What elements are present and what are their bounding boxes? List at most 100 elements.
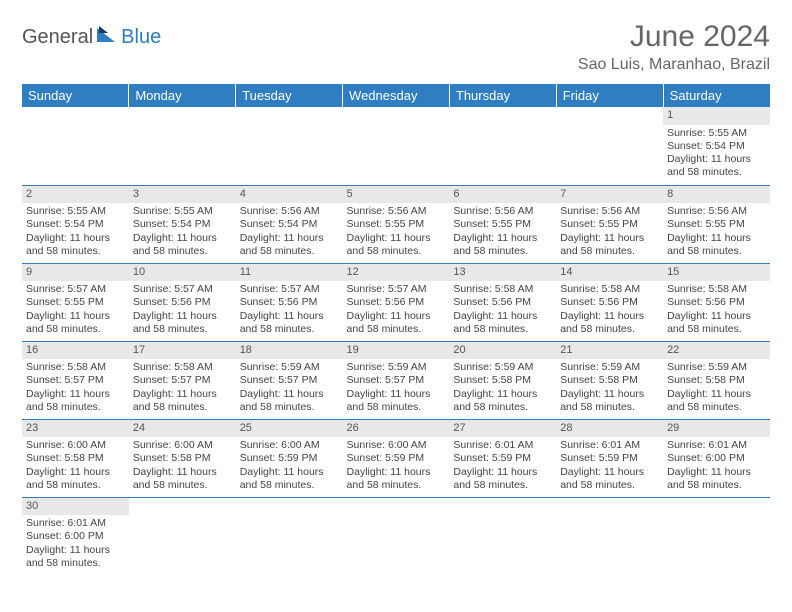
calendar-cell: 4Sunrise: 5:56 AMSunset: 5:54 PMDaylight… [236, 185, 343, 263]
sunset-text: Sunset: 5:58 PM [26, 452, 125, 465]
day-number: 4 [236, 186, 343, 204]
daylight-text: Daylight: 11 hours and 58 minutes. [667, 310, 766, 336]
day-content: Sunrise: 5:59 AMSunset: 5:58 PMDaylight:… [556, 359, 663, 417]
sunset-text: Sunset: 5:59 PM [560, 452, 659, 465]
sunrise-text: Sunrise: 5:56 AM [347, 205, 446, 218]
sunrise-text: Sunrise: 6:00 AM [26, 439, 125, 452]
sunrise-text: Sunrise: 6:00 AM [347, 439, 446, 452]
day-content: Sunrise: 5:55 AMSunset: 5:54 PMDaylight:… [22, 203, 129, 261]
sunrise-text: Sunrise: 5:58 AM [453, 283, 552, 296]
calendar-cell: 11Sunrise: 5:57 AMSunset: 5:56 PMDayligh… [236, 263, 343, 341]
weekday-header: Monday [129, 84, 236, 107]
daylight-text: Daylight: 11 hours and 58 minutes. [453, 310, 552, 336]
daylight-text: Daylight: 11 hours and 58 minutes. [240, 232, 339, 258]
calendar-cell [236, 107, 343, 185]
sunset-text: Sunset: 5:59 PM [453, 452, 552, 465]
sunrise-text: Sunrise: 6:01 AM [667, 439, 766, 452]
calendar-week: 2Sunrise: 5:55 AMSunset: 5:54 PMDaylight… [22, 185, 770, 263]
daylight-text: Daylight: 11 hours and 58 minutes. [26, 466, 125, 492]
calendar-cell: 29Sunrise: 6:01 AMSunset: 6:00 PMDayligh… [663, 419, 770, 497]
day-number: 10 [129, 264, 236, 282]
daylight-text: Daylight: 11 hours and 58 minutes. [26, 232, 125, 258]
daylight-text: Daylight: 11 hours and 58 minutes. [667, 232, 766, 258]
daylight-text: Daylight: 11 hours and 58 minutes. [453, 388, 552, 414]
day-content: Sunrise: 5:57 AMSunset: 5:55 PMDaylight:… [22, 281, 129, 339]
calendar-cell: 22Sunrise: 5:59 AMSunset: 5:58 PMDayligh… [663, 341, 770, 419]
sunset-text: Sunset: 5:55 PM [26, 296, 125, 309]
calendar-cell [556, 497, 663, 575]
calendar-week: 16Sunrise: 5:58 AMSunset: 5:57 PMDayligh… [22, 341, 770, 419]
daylight-text: Daylight: 11 hours and 58 minutes. [347, 310, 446, 336]
daylight-text: Daylight: 11 hours and 58 minutes. [133, 388, 232, 414]
daylight-text: Daylight: 11 hours and 58 minutes. [453, 232, 552, 258]
sunset-text: Sunset: 5:59 PM [347, 452, 446, 465]
daylight-text: Daylight: 11 hours and 58 minutes. [560, 388, 659, 414]
day-content: Sunrise: 5:57 AMSunset: 5:56 PMDaylight:… [343, 281, 450, 339]
calendar-cell [22, 107, 129, 185]
day-content: Sunrise: 5:58 AMSunset: 5:56 PMDaylight:… [663, 281, 770, 339]
daylight-text: Daylight: 11 hours and 58 minutes. [347, 232, 446, 258]
sunrise-text: Sunrise: 5:55 AM [667, 127, 766, 140]
day-number: 1 [663, 107, 770, 125]
month-title: June 2024 [578, 20, 770, 54]
sunset-text: Sunset: 5:57 PM [240, 374, 339, 387]
calendar-cell: 9Sunrise: 5:57 AMSunset: 5:55 PMDaylight… [22, 263, 129, 341]
calendar-cell: 26Sunrise: 6:00 AMSunset: 5:59 PMDayligh… [343, 419, 450, 497]
sunrise-text: Sunrise: 5:59 AM [347, 361, 446, 374]
day-number: 24 [129, 420, 236, 438]
day-number: 27 [449, 420, 556, 438]
calendar-week: 1 Sunrise: 5:55 AMSunset: 5:54 PMDaylight… [22, 107, 770, 185]
day-content: Sunrise: 5:58 AMSunset: 5:57 PMDaylight:… [22, 359, 129, 417]
daylight-text: Daylight: 11 hours and 58 minutes. [240, 388, 339, 414]
sunset-text: Sunset: 5:55 PM [453, 218, 552, 231]
day-content: Sunrise: 5:56 AMSunset: 5:54 PMDaylight:… [236, 203, 343, 261]
daylight-text: Daylight: 11 hours and 58 minutes. [667, 466, 766, 492]
day-number: 28 [556, 420, 663, 438]
day-content: Sunrise: 5:56 AMSunset: 5:55 PMDaylight:… [556, 203, 663, 261]
calendar-cell [129, 497, 236, 575]
day-content: Sunrise: 6:00 AMSunset: 5:58 PMDaylight:… [129, 437, 236, 495]
sunset-text: Sunset: 5:58 PM [453, 374, 552, 387]
day-content: Sunrise: 5:59 AMSunset: 5:57 PMDaylight:… [343, 359, 450, 417]
sunrise-text: Sunrise: 5:57 AM [347, 283, 446, 296]
daylight-text: Daylight: 11 hours and 58 minutes. [667, 153, 766, 179]
sunset-text: Sunset: 5:59 PM [240, 452, 339, 465]
calendar-cell: 20Sunrise: 5:59 AMSunset: 5:58 PMDayligh… [449, 341, 556, 419]
daylight-text: Daylight: 11 hours and 58 minutes. [560, 466, 659, 492]
weekday-header: Wednesday [343, 84, 450, 107]
day-content: Sunrise: 5:58 AMSunset: 5:56 PMDaylight:… [449, 281, 556, 339]
sunrise-text: Sunrise: 5:58 AM [26, 361, 125, 374]
day-content: Sunrise: 5:56 AMSunset: 5:55 PMDaylight:… [663, 203, 770, 261]
sunrise-text: Sunrise: 5:59 AM [240, 361, 339, 374]
day-content: Sunrise: 5:59 AMSunset: 5:58 PMDaylight:… [449, 359, 556, 417]
day-content: Sunrise: 5:58 AMSunset: 5:57 PMDaylight:… [129, 359, 236, 417]
sunset-text: Sunset: 5:57 PM [26, 374, 125, 387]
calendar-cell: 24Sunrise: 6:00 AMSunset: 5:58 PMDayligh… [129, 419, 236, 497]
day-content: Sunrise: 5:56 AMSunset: 5:55 PMDaylight:… [343, 203, 450, 261]
sunrise-text: Sunrise: 5:57 AM [240, 283, 339, 296]
calendar-cell: 19Sunrise: 5:59 AMSunset: 5:57 PMDayligh… [343, 341, 450, 419]
calendar-week: 23Sunrise: 6:00 AMSunset: 5:58 PMDayligh… [22, 419, 770, 497]
sunrise-text: Sunrise: 5:56 AM [240, 205, 339, 218]
day-content: Sunrise: 6:00 AMSunset: 5:59 PMDaylight:… [343, 437, 450, 495]
sunset-text: Sunset: 5:56 PM [240, 296, 339, 309]
sunrise-text: Sunrise: 6:01 AM [560, 439, 659, 452]
calendar-cell [663, 497, 770, 575]
day-number: 16 [22, 342, 129, 360]
day-number: 13 [449, 264, 556, 282]
calendar-cell: 3Sunrise: 5:55 AMSunset: 5:54 PMDaylight… [129, 185, 236, 263]
calendar-cell: 12Sunrise: 5:57 AMSunset: 5:56 PMDayligh… [343, 263, 450, 341]
sunset-text: Sunset: 5:55 PM [560, 218, 659, 231]
weekday-header: Tuesday [236, 84, 343, 107]
sunrise-text: Sunrise: 5:59 AM [453, 361, 552, 374]
calendar-cell: 10Sunrise: 5:57 AMSunset: 5:56 PMDayligh… [129, 263, 236, 341]
day-content: Sunrise: 5:56 AMSunset: 5:55 PMDaylight:… [449, 203, 556, 261]
sunrise-text: Sunrise: 5:56 AM [560, 205, 659, 218]
sunset-text: Sunset: 5:54 PM [667, 140, 766, 153]
logo: General Blue [22, 26, 161, 49]
day-content: Sunrise: 5:55 AMSunset: 5:54 PMDaylight:… [129, 203, 236, 261]
calendar-cell: 21Sunrise: 5:59 AMSunset: 5:58 PMDayligh… [556, 341, 663, 419]
calendar-week: 9Sunrise: 5:57 AMSunset: 5:55 PMDaylight… [22, 263, 770, 341]
day-number: 29 [663, 420, 770, 438]
daylight-text: Daylight: 11 hours and 58 minutes. [347, 466, 446, 492]
